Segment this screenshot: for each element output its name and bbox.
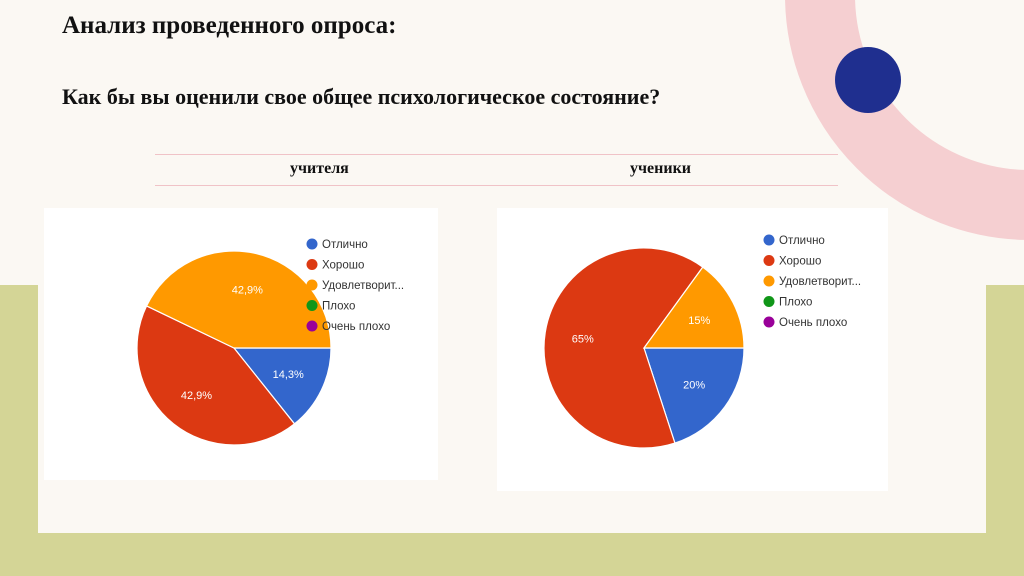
pie-slice-3: [642, 266, 745, 349]
legend-label: Хорошо: [779, 256, 821, 268]
slice-data-label: 15%: [688, 315, 710, 327]
legend-marker: [306, 259, 318, 270]
teachers-pie-chart: 14,3% 42,9% 42,9% Отлично Хорошо Удовлетворит…: [136, 238, 404, 446]
legend-label: Удовлетворит...: [322, 280, 404, 292]
legend-label: Хорошо: [322, 260, 364, 272]
legend-label: Очень плохо: [322, 321, 390, 333]
legend-label: Отлично: [779, 235, 825, 247]
students-pie-chart: 20% 65% 15% Отлично Хорошо Удовлетворит... Пло…: [543, 234, 861, 449]
pie-slice-2: [543, 247, 704, 449]
legend-marker: [763, 255, 775, 266]
legend-label: Очень плохо: [779, 317, 847, 329]
legend-label: Плохо: [779, 297, 812, 309]
legend-label: Отлично: [322, 239, 368, 251]
header-rule-bottom: [155, 185, 838, 186]
students-chart-panel: 20% 65% 15% Отлично Хорошо Удовлетворит... Пло…: [497, 208, 888, 491]
legend-marker: [763, 275, 775, 287]
navy-dot-decoration: [835, 47, 901, 113]
teachers-chart-panel: 14,3% 42,9% 42,9% Отлично Хорошо Удовлетворит…: [44, 208, 438, 480]
pie-slice-1: [643, 347, 745, 444]
legend-marker: [763, 316, 775, 328]
legend-marker: [306, 279, 318, 291]
column-label-teachers: учителя: [290, 160, 349, 177]
legend-marker: [763, 234, 775, 246]
pie-slice-3: [145, 250, 332, 349]
slice-data-label: 65%: [572, 333, 594, 345]
legend-marker: [306, 238, 318, 250]
slice-data-label: 14,3%: [273, 369, 304, 381]
slide-title: Анализ проведенного опроса:: [62, 12, 397, 39]
header-rule-top: [155, 154, 838, 155]
survey-question: Как бы вы оценили свое общее психологиче…: [62, 84, 661, 109]
legend-marker: [763, 296, 775, 307]
legend-marker: [306, 320, 318, 332]
legend-marker: [306, 300, 318, 311]
pie-slice-2: [136, 305, 296, 446]
legend-label: Плохо: [322, 301, 355, 313]
slice-data-label: 42,9%: [181, 390, 212, 402]
column-label-students: ученики: [630, 160, 691, 177]
slice-data-label: 42,9%: [232, 284, 263, 296]
slice-data-label: 20%: [683, 379, 705, 391]
legend-label: Удовлетворит...: [779, 276, 861, 288]
pie-slice-1: [232, 347, 332, 425]
